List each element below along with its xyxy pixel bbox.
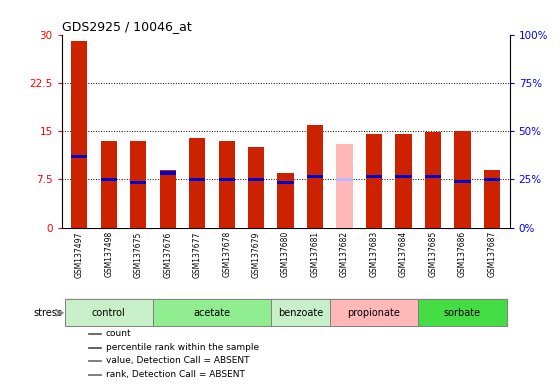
Bar — [337, 178, 353, 181]
Bar — [218, 178, 235, 181]
Text: rank, Detection Call = ABSENT: rank, Detection Call = ABSENT — [106, 370, 245, 379]
Bar — [160, 171, 176, 175]
Bar — [454, 180, 470, 183]
Text: GSM137679: GSM137679 — [251, 231, 260, 278]
Bar — [307, 175, 323, 178]
Bar — [484, 170, 500, 228]
Text: GSM137675: GSM137675 — [134, 231, 143, 278]
Text: value, Detection Call = ABSENT: value, Detection Call = ABSENT — [106, 356, 249, 366]
Bar — [418, 300, 507, 326]
Text: GDS2925 / 10046_at: GDS2925 / 10046_at — [62, 20, 192, 33]
Text: control: control — [92, 308, 125, 318]
Text: GSM137678: GSM137678 — [222, 231, 231, 278]
Bar — [278, 181, 293, 184]
Text: acetate: acetate — [193, 308, 231, 318]
Text: GSM137687: GSM137687 — [487, 231, 496, 278]
Bar — [248, 178, 264, 181]
Bar — [218, 141, 235, 228]
Bar — [330, 300, 418, 326]
Bar — [307, 125, 323, 228]
Bar — [88, 333, 101, 334]
Bar — [153, 300, 271, 326]
Bar — [366, 134, 382, 228]
Text: GSM137682: GSM137682 — [340, 231, 349, 277]
Bar — [337, 144, 353, 228]
Text: GSM137684: GSM137684 — [399, 231, 408, 278]
Text: GSM137497: GSM137497 — [75, 231, 84, 278]
Text: benzoate: benzoate — [278, 308, 323, 318]
Bar — [395, 134, 412, 228]
Text: GSM137498: GSM137498 — [104, 231, 113, 278]
Text: GSM137683: GSM137683 — [370, 231, 379, 278]
Text: GSM137676: GSM137676 — [163, 231, 172, 278]
Bar — [101, 178, 117, 181]
Bar — [366, 175, 382, 178]
Bar — [88, 347, 101, 348]
Bar — [454, 131, 470, 228]
Bar — [71, 155, 87, 159]
Bar — [101, 141, 117, 228]
Text: count: count — [106, 329, 132, 338]
Text: GSM137686: GSM137686 — [458, 231, 467, 278]
Bar — [395, 175, 412, 178]
Bar — [88, 374, 101, 375]
Text: percentile rank within the sample: percentile rank within the sample — [106, 343, 259, 352]
Text: propionate: propionate — [348, 308, 400, 318]
Text: sorbate: sorbate — [444, 308, 481, 318]
Text: stress: stress — [33, 308, 62, 318]
Bar — [271, 300, 330, 326]
Bar — [64, 300, 153, 326]
Bar — [130, 141, 146, 228]
Bar — [425, 175, 441, 178]
Bar — [484, 178, 500, 181]
Text: GSM137685: GSM137685 — [428, 231, 437, 278]
Bar — [130, 181, 146, 184]
Text: GSM137677: GSM137677 — [193, 231, 202, 278]
Bar — [160, 170, 176, 228]
Bar — [71, 41, 87, 228]
Bar — [189, 178, 206, 181]
Bar — [278, 173, 293, 228]
Bar — [425, 132, 441, 228]
Text: GSM137680: GSM137680 — [281, 231, 290, 278]
Bar — [189, 137, 206, 228]
Bar — [248, 147, 264, 228]
Text: GSM137681: GSM137681 — [311, 231, 320, 277]
